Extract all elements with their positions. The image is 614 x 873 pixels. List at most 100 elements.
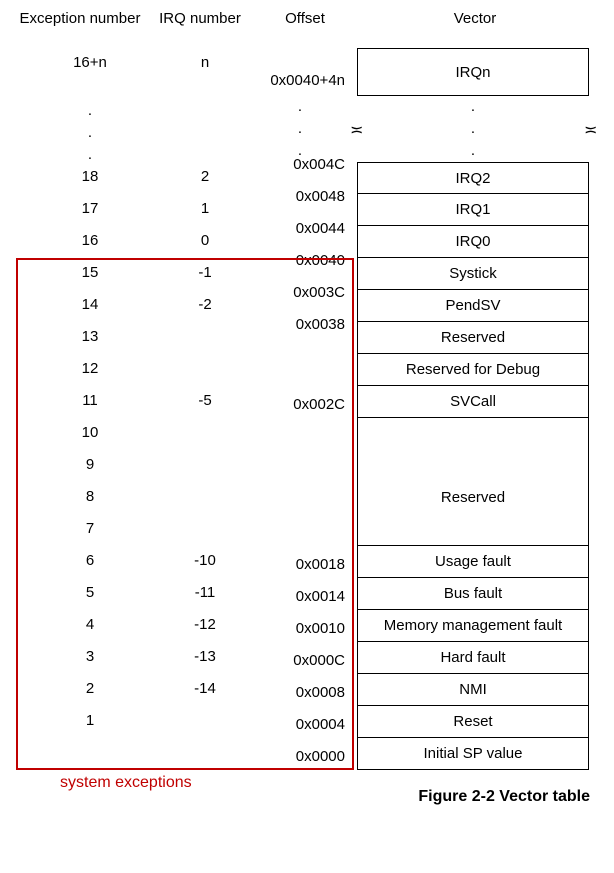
irq-number: 2 [160,168,250,185]
table-row: 2-14 0x0008 NMI [10,674,604,706]
exception-number: 4 [20,616,160,633]
table-row: 16+nn 0x0040+4n IRQn [10,48,604,96]
exception-number: 2 [20,680,160,697]
vector-cell: IRQ2 [357,162,589,194]
exception-number: 15 [20,264,160,281]
vector-cell: IRQ1 [357,194,589,226]
table-row: 7 [10,514,604,546]
table-row: 9 [10,450,604,482]
irq-number: -11 [160,584,250,601]
vector-cell [357,418,589,450]
exception-number: 13 [20,328,160,345]
exception-number: 10 [20,424,160,441]
vector-cell: IRQn [357,48,589,96]
vector-cell: Bus fault [357,578,589,610]
table-row: 5-11 0x0014 Bus fault [10,578,604,610]
header-exception: Exception number [10,10,150,27]
exception-number: 8 [20,488,160,505]
exception-number: 12 [20,360,160,377]
vector-cell [357,450,589,482]
offset-value: . [255,120,345,137]
vector-cell: Systick [357,258,589,290]
table-row: 4-12 0x0010 Memory management fault [10,610,604,642]
table-row: 11-5 0x002C SVCall [10,386,604,418]
table-row: 0x0000 Initial SP value [10,738,604,770]
vector-label: . [357,120,589,137]
system-exceptions-label: system exceptions [60,774,192,792]
offset-value: 0x0040+4n [255,72,345,89]
irq-number: -1 [160,264,250,281]
irq-number: -2 [160,296,250,313]
vector-cell: PendSV [357,290,589,322]
vector-cell: Initial SP value [357,738,589,770]
header-vector: Vector [360,10,590,27]
vector-cell: Reserved [357,322,589,354]
offset-value: . [255,98,345,115]
vector-label: . [357,142,589,159]
vector-table-diagram: Exception number IRQ number Offset Vecto… [10,10,604,863]
table-row: ... [10,96,604,118]
vector-cell: IRQ0 [357,226,589,258]
vector-cell: Usage fault [357,546,589,578]
vector-cell: Reserved [357,482,589,514]
exception-number: 14 [20,296,160,313]
break-icon: ≍ [584,120,597,140]
offset-value: 0x003C [255,284,345,301]
exception-number: . [20,146,160,163]
vector-cell: Reset [357,706,589,738]
table-row: 8 Reserved [10,482,604,514]
irq-number: -14 [160,680,250,697]
exception-number: 5 [20,584,160,601]
table-row: 1 0x0004 Reset [10,706,604,738]
offset-value: 0x0008 [255,684,345,701]
exception-number: 3 [20,648,160,665]
irq-number: -5 [160,392,250,409]
irq-number: 1 [160,200,250,217]
exception-number: 6 [20,552,160,569]
table-row: 130x0038Reserved [10,322,604,354]
vector-cell: Hard fault [357,642,589,674]
exception-number: 7 [20,520,160,537]
table-row: 12 Reserved for Debug [10,354,604,386]
vector-cell: Memory management fault [357,610,589,642]
offset-value: 0x0014 [255,588,345,605]
irq-number: -10 [160,552,250,569]
table-row: 3-13 0x000C Hard fault [10,642,604,674]
exception-number: . [20,124,160,141]
exception-number: 11 [20,392,160,409]
offset-value: 0x0048 [255,188,345,205]
table-row: 6-10 0x0018 Usage fault [10,546,604,578]
vector-cell: SVCall [357,386,589,418]
irq-number: n [160,54,250,71]
irq-number: -12 [160,616,250,633]
offset-value: 0x0000 [255,748,345,765]
offset-value: 0x0044 [255,220,345,237]
offset-value: 0x0018 [255,556,345,573]
header-offset: Offset [265,10,345,27]
header-irq: IRQ number [150,10,250,27]
exception-number: . [20,102,160,119]
figure-caption: Figure 2-2 Vector table [360,788,590,806]
offset-value: 0x004C [255,156,345,173]
vector-cell: NMI [357,674,589,706]
exception-number: 17 [20,200,160,217]
offset-value: 0x0010 [255,620,345,637]
irq-number: -13 [160,648,250,665]
irq-number: 0 [160,232,250,249]
table-row: 10 [10,418,604,450]
vector-cell [357,514,589,546]
offset-value: 0x000C [255,652,345,669]
offset-value: 0x0004 [255,716,345,733]
exception-number: 16 [20,232,160,249]
exception-number: 1 [20,712,160,729]
exception-number: 9 [20,456,160,473]
vector-label: . [357,98,589,115]
exception-number: 18 [20,168,160,185]
break-icon: ≍ [350,120,363,140]
offset-value: 0x0038 [255,316,345,333]
table-row: ...≍≍ [10,118,604,140]
offset-value: 0x002C [255,396,345,413]
vector-cell: Reserved for Debug [357,354,589,386]
exception-number: 16+n [20,54,160,71]
offset-value: 0x0040 [255,252,345,269]
